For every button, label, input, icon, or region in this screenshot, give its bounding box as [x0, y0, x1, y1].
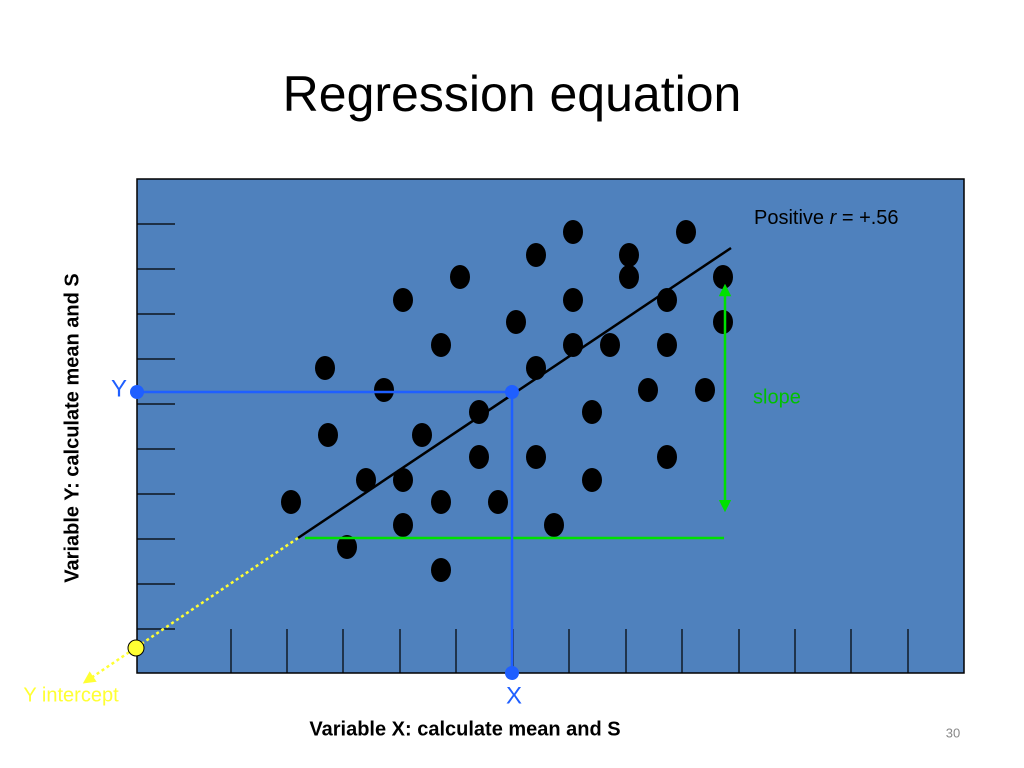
- r-annotation: Positive r = +.56: [754, 207, 899, 229]
- intercept-extension: [82, 536, 299, 684]
- mean-guides: [137, 390, 514, 673]
- r-prefix: Positive: [754, 207, 824, 229]
- x-axis-label: Variable X: calculate mean and S: [309, 718, 620, 740]
- ticks: [137, 223, 909, 673]
- y-intercept-label: Y intercept: [23, 684, 119, 706]
- title: Regression equation: [283, 66, 742, 122]
- y-point-label: Y: [111, 375, 127, 402]
- plot-area: [136, 178, 965, 674]
- page-number: 30: [946, 725, 960, 740]
- slope-label: slope: [753, 386, 801, 408]
- scatter-dots: [281, 220, 733, 582]
- intercept-point: [127, 639, 145, 657]
- mean-points: [130, 385, 519, 680]
- y-axis-label: Variable Y: calculate mean and S: [61, 273, 83, 582]
- r-symbol: r: [830, 207, 838, 229]
- r-value: = +.56: [842, 207, 899, 229]
- x-point-label: X: [506, 682, 522, 709]
